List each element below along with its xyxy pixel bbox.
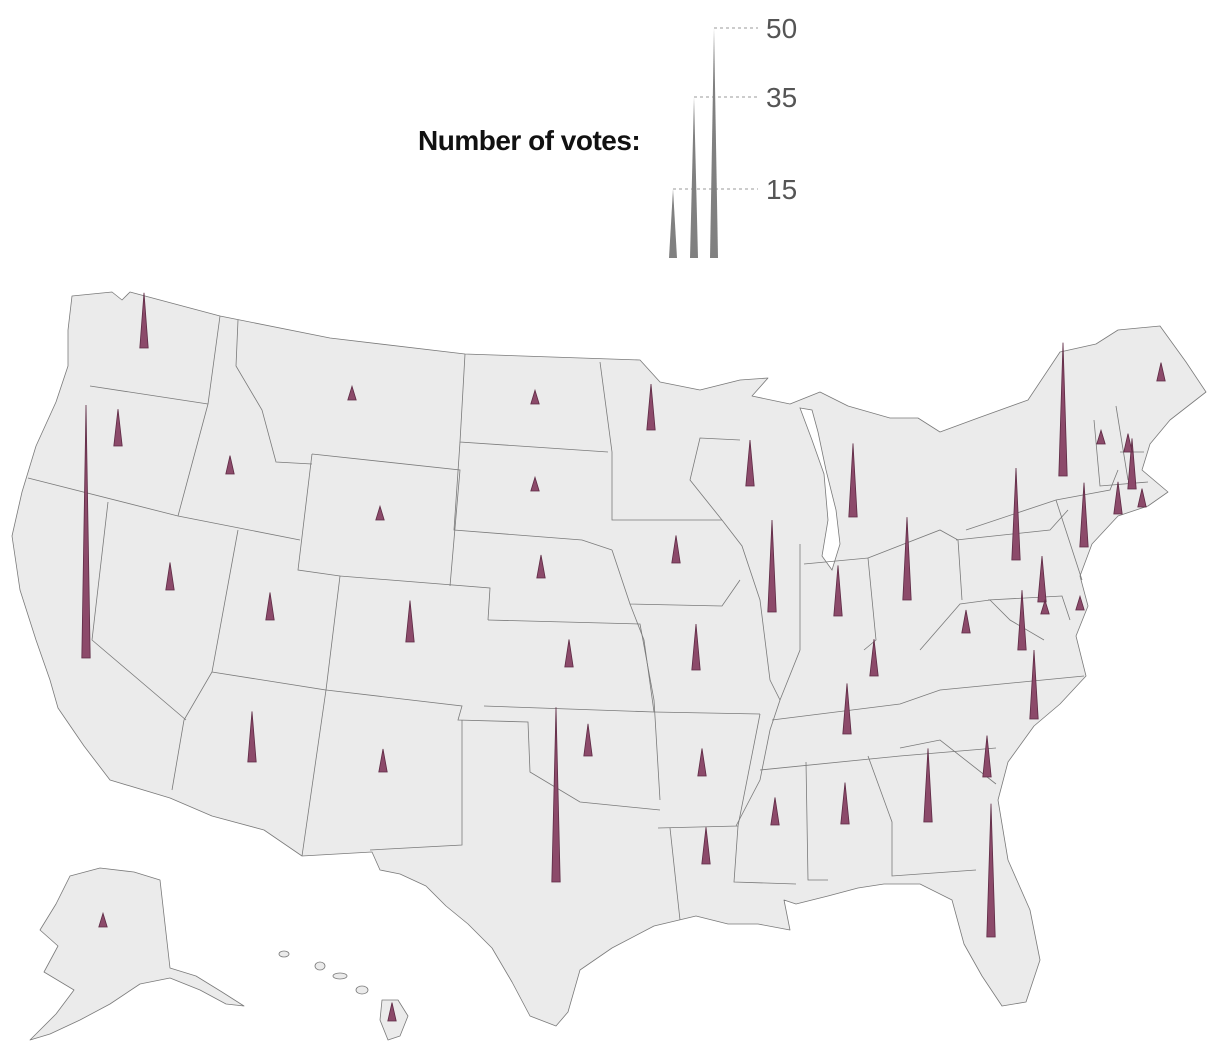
spike-mi [848,443,858,518]
legend-spike-35 [690,97,698,258]
spike-nd [530,388,540,405]
contiguous-us-landmass [11,291,1207,1027]
state-borders [27,315,1149,921]
spike-nv [165,562,175,591]
spike-oh [902,517,912,601]
spike-pa [1011,467,1021,561]
spike-la [701,827,711,865]
spike-co [405,600,415,643]
spike-ca [81,404,91,659]
spike-nh [1123,433,1133,453]
spike-tx [551,707,561,883]
spike-me [1156,362,1166,382]
us-map [11,291,1207,1041]
spike-al [840,782,850,825]
lake-michigan [799,407,841,571]
spike-wy [375,504,385,521]
spike-ks [564,639,574,668]
spike-wa [139,292,149,349]
spike-ny [1058,342,1068,477]
spike-ok [583,723,593,757]
spike-hi [387,1002,397,1022]
spike-nm [378,748,388,773]
spike-wv [961,609,971,634]
spike-vt [1096,428,1106,445]
spike-de [1075,594,1085,611]
spike-mn [646,383,656,431]
legend-spikes: 15 35 50 [669,13,797,258]
spike-ut [265,592,275,621]
legend-spike-50 [710,28,718,258]
spike-ga [923,748,933,823]
vote-spikes [81,292,1166,1022]
spike-nj [1079,482,1089,548]
spike-or [113,409,123,447]
spike-ak [98,911,108,928]
legend-tick-label: 50 [766,13,797,44]
spike-mo [691,623,701,671]
spike-mt [347,384,357,401]
spike-sc [982,735,992,778]
legend-tick-label: 15 [766,174,797,205]
spike-ri [1137,488,1147,508]
legend-title: Number of votes: [418,125,640,156]
legend: Number of votes: 15 35 50 [418,13,797,258]
spike-ct [1113,481,1123,515]
spike-az [247,711,257,763]
spike-sd [530,475,540,492]
spike-ma [1127,438,1137,490]
spike-ne [536,554,546,579]
spike-ar [697,748,707,777]
spike-tn [842,683,852,735]
spike-il [767,519,777,613]
spike-va [1017,590,1027,651]
spike-ia [671,535,681,564]
spike-ms [770,797,780,826]
spike-wi [745,439,755,487]
spike-id [225,455,235,475]
hawaii [278,950,409,1041]
alaska [29,867,245,1041]
legend-spike-15 [669,189,677,258]
spike-dc [1040,598,1050,615]
spike-in [833,565,843,617]
spike-ky [869,639,879,677]
spike-fl [986,803,996,938]
spike-md [1037,555,1047,603]
legend-tick-label: 35 [766,82,797,113]
spike-nc [1029,649,1039,720]
